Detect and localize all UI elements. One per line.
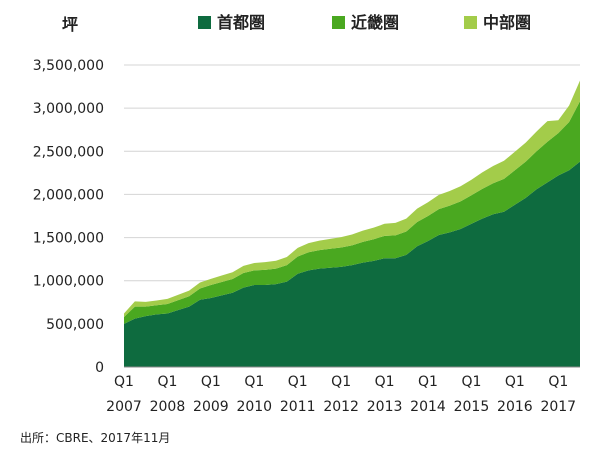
x-tick-year-label: 2009	[193, 399, 229, 415]
x-tick-quarter-label: Q1	[548, 374, 568, 390]
x-tick-quarter-label: Q1	[375, 374, 395, 390]
x-tick-quarter-label: Q1	[331, 374, 351, 390]
y-tick-label: 1,500,000	[33, 231, 104, 247]
y-tick-label: 2,500,000	[33, 144, 104, 160]
y-axis: 0 500,000 1,000,000 1,500,000 2,000,000 2,500…	[33, 58, 580, 376]
legend-swatch	[332, 16, 345, 29]
x-tick-year-label: 2010	[236, 399, 272, 415]
x-tick-quarter-label: Q1	[418, 374, 438, 390]
legend-label: 中部圏	[483, 13, 531, 32]
x-tick-year-label: 2012	[323, 399, 359, 415]
y-tick-label: 2,000,000	[33, 187, 104, 203]
y-tick-label: 1,000,000	[33, 274, 104, 290]
y-tick-label: 500,000	[46, 317, 104, 333]
x-tick-year-label: 2016	[497, 399, 533, 415]
source-note: 出所：CBRE、2017年11月	[20, 431, 171, 445]
x-tick-year-label: 2014	[410, 399, 446, 415]
legend: 首都圏 近畿圏 中部圏	[198, 13, 531, 32]
y-axis-label: 坪	[62, 15, 78, 34]
x-tick-year-label: 2008	[150, 399, 186, 415]
legend-swatch	[464, 16, 477, 29]
x-tick-quarter-label: Q1	[244, 374, 264, 390]
y-tick-label: 3,000,000	[33, 101, 104, 117]
x-tick-year-label: 2017	[540, 399, 576, 415]
legend-label: 近畿圏	[351, 13, 399, 32]
x-tick-year-label: 2007	[106, 399, 142, 415]
y-tick-label: 3,500,000	[33, 58, 104, 74]
x-tick-quarter-label: Q1	[157, 374, 177, 390]
x-tick-year-label: 2011	[280, 399, 316, 415]
x-tick-quarter-label: Q1	[288, 374, 308, 390]
x-tick-quarter-label: Q1	[461, 374, 481, 390]
x-tick-year-label: 2013	[367, 399, 403, 415]
x-tick-quarter-label: Q1	[505, 374, 525, 390]
legend-swatch	[198, 16, 211, 29]
x-tick-quarter-label: Q1	[114, 374, 134, 390]
x-tick-year-label: 2015	[454, 399, 490, 415]
x-tick-quarter-label: Q1	[201, 374, 221, 390]
area-series-近畿圏	[124, 101, 580, 324]
y-tick-label: 0	[95, 360, 104, 376]
legend-label: 首都圏	[217, 13, 265, 32]
x-axis: Q1 2007 Q1 2008 Q1 2009 Q1 2010 Q1 2011 Q1 2012 Q1 20…	[106, 374, 576, 415]
area-series-group	[124, 80, 580, 367]
area-series-首都圏	[124, 161, 580, 367]
